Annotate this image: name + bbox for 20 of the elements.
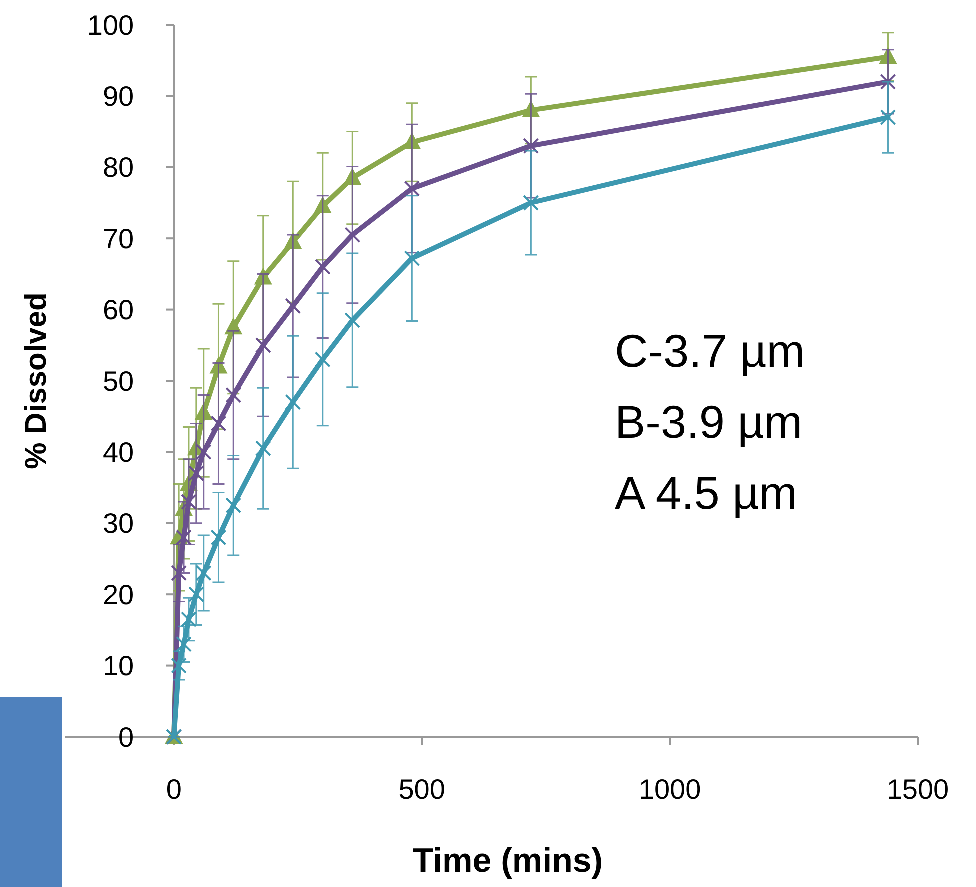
- y-tick-label: 20: [102, 579, 134, 610]
- y-tick-label: 90: [102, 81, 134, 112]
- y-tick-label: 70: [102, 223, 134, 254]
- y-axis-title: % Dissolved: [20, 292, 53, 470]
- x-tick-label: 0: [166, 774, 182, 805]
- y-tick-label: 50: [102, 366, 134, 397]
- x-axis-title: Time (mins): [412, 842, 604, 880]
- y-tick-label: 60: [102, 294, 134, 326]
- y-tick-label: 10: [102, 650, 134, 682]
- annotation: B-3.9 µm: [615, 396, 803, 448]
- y-tick-label: 0: [118, 722, 134, 753]
- y-tick-label: 30: [102, 508, 134, 540]
- x-tick-label: 500: [398, 774, 446, 805]
- y-tick-label: 40: [102, 437, 134, 468]
- y-tick-label: 100: [87, 10, 134, 41]
- annotation: C-3.7 µm: [615, 325, 806, 377]
- annotation: A 4.5 µm: [615, 467, 798, 519]
- x-tick-label: 1500: [886, 774, 950, 805]
- x-tick-label: 1000: [638, 774, 702, 805]
- y-tick-label: 80: [102, 152, 134, 184]
